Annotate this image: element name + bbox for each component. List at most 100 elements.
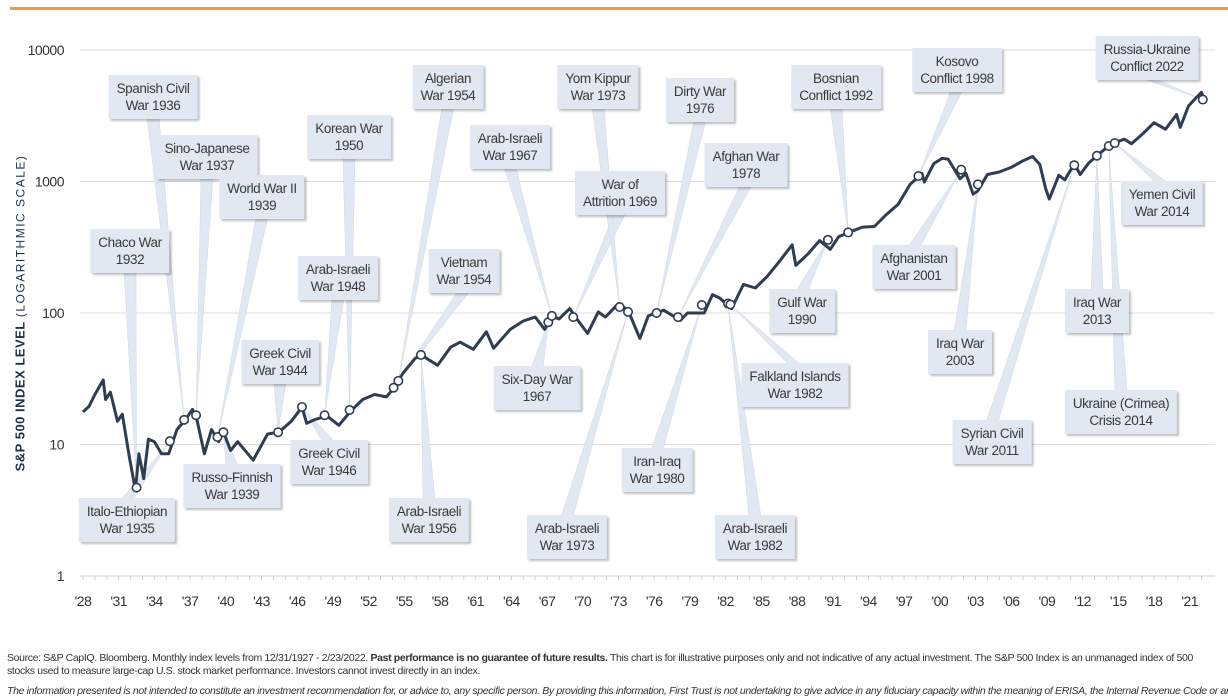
- callout-text: War 1954: [420, 88, 476, 103]
- event-marker: [319, 410, 330, 421]
- event-callout: Arab-Israeli War 1948: [297, 256, 379, 300]
- x-tick-label: '91: [824, 593, 841, 609]
- x-tick-label: '58: [432, 593, 449, 609]
- event-callout: Arab-Israeli War 1973: [526, 515, 608, 559]
- callout-text: Greek Civil: [249, 346, 311, 361]
- callout-text: War 1946: [301, 463, 357, 478]
- callout-pointer: [1140, 77, 1203, 100]
- event-marker: [1069, 160, 1080, 171]
- callout-text: Yom Kippur: [565, 71, 631, 86]
- callout-text: Attrition 1969: [583, 194, 657, 209]
- callout-pointer: [195, 176, 214, 416]
- event-marker: [546, 310, 557, 321]
- event-marker: [623, 306, 634, 317]
- event-callout: Ukraine (Crimea) Crisis 2014: [1064, 390, 1178, 434]
- callout-text: War 1956: [401, 521, 457, 536]
- x-tick-label: '82: [717, 593, 734, 609]
- callout-pointer: [573, 212, 627, 318]
- x-tick-label: '03: [967, 593, 984, 609]
- callout-text: 1967: [522, 389, 552, 404]
- callout-text: 2003: [945, 353, 975, 368]
- callout-text: Italo-Ethiopian: [86, 504, 168, 519]
- event-marker: [344, 404, 355, 415]
- callout-text: 2013: [1082, 312, 1112, 327]
- event-marker: [218, 427, 229, 438]
- event-callout: Yemen Civil War 2014: [1120, 181, 1204, 225]
- event-marker: [273, 427, 284, 438]
- callout-pointer: [217, 216, 269, 438]
- x-tick-label: '88: [789, 593, 806, 609]
- callout-text: Iraq War: [935, 336, 985, 351]
- x-tick-label: '21: [1181, 593, 1198, 609]
- callout-text: Sino-Japanese: [164, 141, 250, 156]
- x-tick-label: '67: [539, 593, 556, 609]
- event-marker: [179, 414, 190, 425]
- callout-text: Arab-Israeli: [305, 262, 371, 277]
- x-tick-label: '79: [682, 593, 699, 609]
- callout-text: Falkland Islands: [749, 369, 841, 384]
- event-marker: [1197, 94, 1208, 105]
- callout-text: War 2001: [886, 268, 942, 283]
- event-marker: [843, 227, 854, 238]
- y-axis-ticks: 1 10 100 1000 10000: [28, 42, 66, 584]
- event-callout: Greek Civil War 1944: [241, 340, 319, 384]
- callout-text: Conflict 1998: [920, 71, 994, 86]
- callout-pointer: [953, 184, 979, 333]
- callout-pointer: [650, 304, 703, 451]
- event-callout: War of Attrition 1969: [575, 171, 665, 215]
- x-axis: '28 '31 '34 '37 '40 '43 '46 '49 '52 '55 '58 '61 '64 '…: [75, 575, 1215, 609]
- callout-text: Arab-Israeli: [722, 521, 788, 536]
- x-tick-label: '76: [646, 593, 663, 609]
- event-callout: Six-Day War 1967: [493, 366, 581, 410]
- callout-text: Gulf War: [777, 295, 827, 310]
- callout-text: Russo-Finnish: [191, 470, 273, 485]
- x-tick-label: '94: [860, 593, 877, 609]
- callout-text: 1950: [334, 138, 364, 153]
- x-tick-label: '28: [75, 593, 92, 609]
- callout-text: Spanish Civil: [116, 81, 190, 96]
- callout-text: Conflict 2022: [1110, 59, 1184, 74]
- callout-text: War 1936: [125, 98, 181, 113]
- event-marker: [296, 401, 307, 412]
- callout-text: 1932: [115, 252, 145, 267]
- callout-text: Algerian: [424, 71, 472, 86]
- event-callout: Arab-Israeli War 1956: [388, 498, 470, 542]
- source-note: Source: S&P CapIQ. Bloomberg. Monthly in…: [7, 652, 1222, 678]
- callout-text: Dirty War: [673, 84, 727, 99]
- event-callout: Afghanistan War 2001: [872, 245, 956, 289]
- event-callout: Korean War 1950: [307, 115, 391, 159]
- event-marker: [972, 179, 983, 190]
- event-marker: [191, 410, 202, 421]
- callout-text: War 1973: [570, 88, 626, 103]
- x-tick-label: '40: [217, 593, 234, 609]
- x-tick-label: '06: [1003, 593, 1020, 609]
- callout-text: Iran-Iraq: [633, 454, 681, 469]
- event-marker: [822, 234, 833, 245]
- event-callout: Arab-Israeli War 1982: [714, 515, 796, 559]
- callout-text: Iraq War: [1072, 295, 1122, 310]
- y-axis-scale-note: (LOGARITHMIC SCALE): [13, 154, 28, 318]
- event-callout: Dirty War 1976: [665, 78, 735, 122]
- callout-text: Chaco War: [98, 235, 162, 250]
- callout-text: War 2011: [965, 443, 1019, 458]
- callout-pointer: [727, 303, 762, 518]
- event-marker: [1109, 138, 1120, 149]
- event-markers: [131, 94, 1208, 493]
- event-callout: Sino-Japanese War 1937: [156, 135, 258, 179]
- y-axis-title: S&P 500 INDEX LEVEL: [12, 321, 28, 472]
- callout-text: World War II: [227, 181, 297, 196]
- event-callout: Algerian War 1954: [412, 65, 484, 109]
- y-tick-label: 10000: [28, 42, 65, 58]
- x-tick-label: '15: [1110, 593, 1127, 609]
- callout-text: Syrian Civil: [960, 426, 1024, 441]
- event-marker: [956, 164, 967, 175]
- x-tick-label: '37: [182, 593, 199, 609]
- callout-text: Kosovo: [935, 54, 979, 69]
- event-marker: [696, 300, 707, 311]
- top-accent-rule: [10, 7, 1228, 10]
- callout-text: Arab-Israeli: [396, 504, 462, 519]
- event-callout: Russo-Finnish War 1939: [183, 464, 281, 508]
- event-callout: Chaco War 1932: [90, 229, 170, 273]
- event-callout: Russia-Ukraine Conflict 2022: [1095, 36, 1199, 80]
- event-callout: Kosovo Conflict 1998: [912, 48, 1002, 92]
